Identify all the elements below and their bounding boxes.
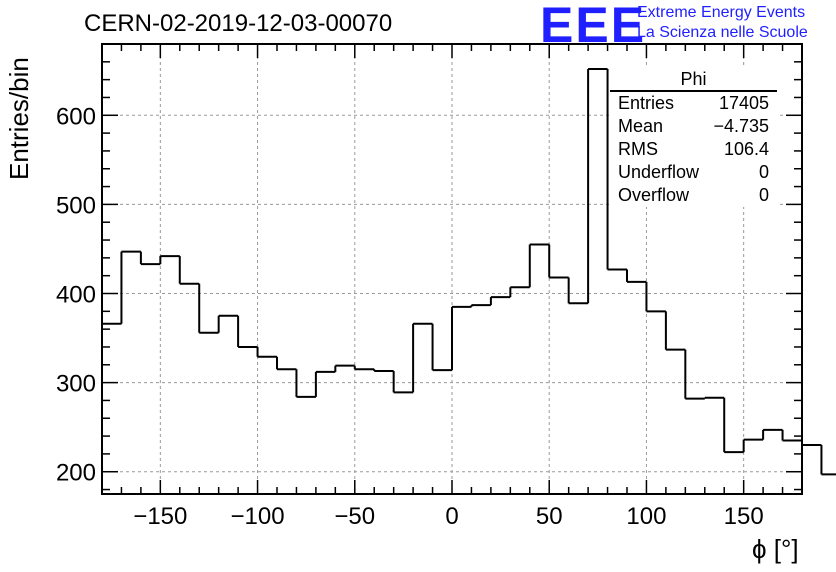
stats-label: Entries [618,93,675,113]
stats-value: 17405 [718,93,769,113]
chart-title: CERN-02-2019-12-03-00070 [84,10,393,37]
y-tick-label: 500 [56,192,96,219]
x-tick-label: −100 [231,503,285,530]
stats-row-mean: Mean −4.735 [610,115,777,138]
logo-line-1: Extreme Energy Events [637,4,806,21]
y-tick-label: 300 [56,371,96,398]
x-tick-label: −150 [133,503,187,530]
stats-box: Phi Entries 17405 Mean −4.735 RMS 106.4 … [610,68,777,207]
stats-label: Mean [618,116,664,136]
x-tick-label: 0 [445,503,458,530]
x-tick-label: 100 [626,503,666,530]
stats-row-underflow: Underflow 0 [610,161,777,184]
plot-frame [101,43,803,495]
stats-row-entries: Entries 17405 [610,92,777,115]
stats-value: 0 [758,162,769,182]
stats-label: RMS [618,139,658,159]
stats-label: Underflow [618,162,700,182]
y-tick-label: 400 [56,282,96,309]
y-axis-label: Entries/bin [4,57,34,180]
y-tick-label: 200 [56,460,96,487]
x-axis-label: ϕ [°] [752,534,799,564]
y-tick-label: 600 [56,103,96,130]
stats-value: 106.4 [723,139,769,159]
stats-title: Phi [610,68,777,92]
stats-row-rms: RMS 106.4 [610,138,777,161]
stats-label: Overflow [618,185,690,205]
stats-value: 0 [758,185,769,205]
eee-logo: EEE [540,0,647,53]
stats-row-overflow: Overflow 0 [610,184,777,207]
x-tick-label: 50 [536,503,563,530]
stats-value: −4.735 [713,116,769,136]
x-tick-label: 150 [724,503,764,530]
x-tick-label: −50 [334,503,375,530]
logo-line-2: La Scienza nelle Scuole [637,24,808,41]
